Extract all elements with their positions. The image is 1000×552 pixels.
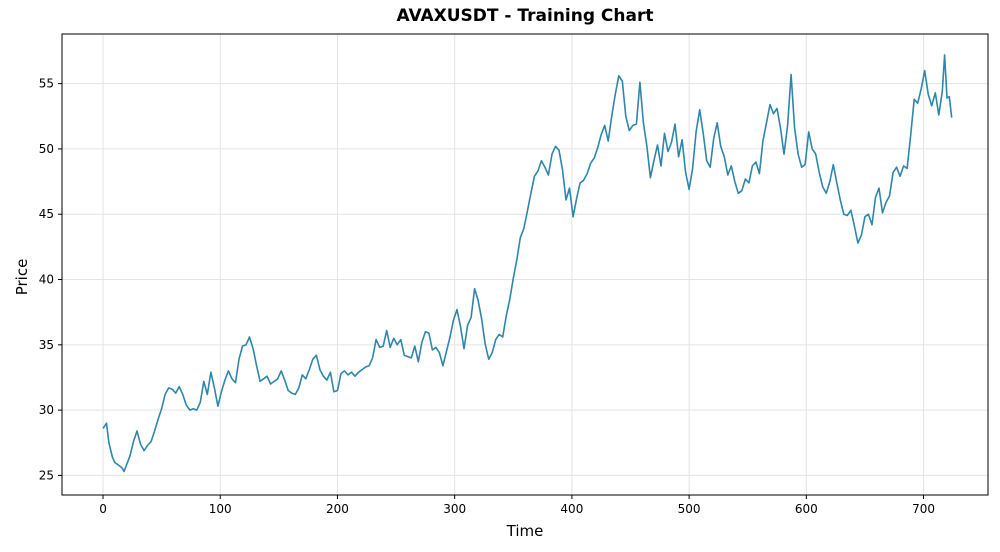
y-tick-label: 55: [39, 77, 54, 91]
y-tick-label: 35: [39, 338, 54, 352]
x-tick-label: 100: [209, 502, 232, 516]
x-tick-label: 500: [678, 502, 701, 516]
y-tick-label: 50: [39, 142, 54, 156]
y-tick-label: 25: [39, 468, 54, 482]
x-axis-label: Time: [506, 522, 544, 540]
x-tick-label: 200: [326, 502, 349, 516]
y-tick-label: 40: [39, 273, 54, 287]
x-tick-label: 600: [795, 502, 818, 516]
x-tick-label: 400: [560, 502, 583, 516]
x-tick-label: 300: [443, 502, 466, 516]
price-line: [102, 54, 953, 473]
x-tick-label: 0: [99, 502, 107, 516]
ticks: 0 100 200 300 400 500 600 700 25 30 35 40 45 50 55: [39, 77, 935, 516]
x-tick-label: 700: [912, 502, 935, 516]
plot-frame: [61, 33, 989, 496]
grid: [62, 34, 988, 495]
y-tick-label: 45: [39, 207, 54, 221]
chart-title: AVAXUSDT - Training Chart: [396, 6, 654, 26]
series-layer: [102, 54, 953, 473]
y-tick-label: 30: [39, 403, 54, 417]
